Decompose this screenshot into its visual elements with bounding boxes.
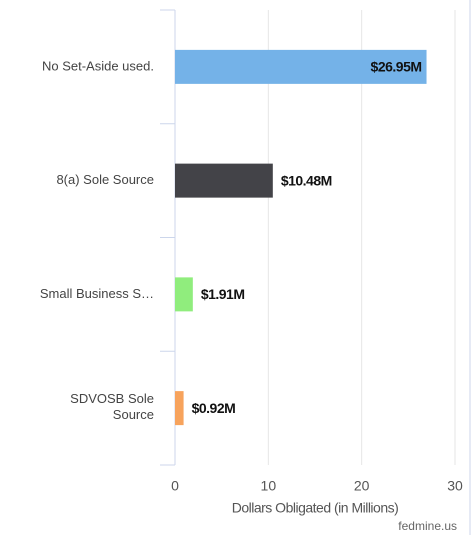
bar <box>175 277 193 312</box>
x-tick-label: 20 <box>354 478 370 494</box>
bar <box>175 163 273 198</box>
x-tick-label: 0 <box>171 478 179 494</box>
data-label: $10.48M <box>281 172 332 188</box>
bar <box>175 391 184 426</box>
data-label: $0.92M <box>192 400 236 416</box>
y-tick-label: No Set-Aside used. <box>42 58 154 73</box>
data-label: $1.91M <box>201 286 245 302</box>
y-tick-label: SDVOSB Sole Source <box>70 392 154 423</box>
x-tick-label: 10 <box>261 478 277 494</box>
x-tick-label: 30 <box>447 478 463 494</box>
credit: fedmine.us <box>398 519 457 533</box>
y-tick-label: 8(a) Sole Source <box>56 172 154 187</box>
x-axis-title: Dollars Obligated (in Millions) <box>232 500 399 516</box>
y-tick-label: Small Business S… <box>40 286 154 301</box>
bar <box>175 49 427 84</box>
data-label: $26.95M <box>371 59 422 75</box>
